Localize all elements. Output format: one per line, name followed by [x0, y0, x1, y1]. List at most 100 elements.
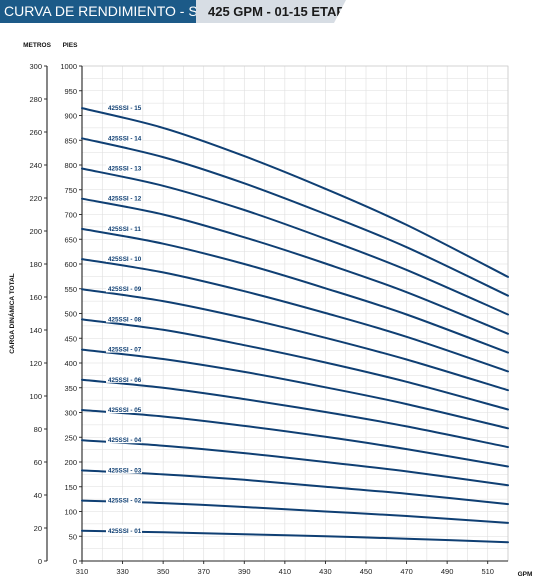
metros-unit-label: METROS — [23, 42, 51, 49]
pies-tick-label: 550 — [64, 285, 77, 294]
curve-label-bg — [106, 162, 142, 172]
curve-label: 425SSI - 05 — [108, 407, 142, 414]
metros-tick-label: 140 — [29, 326, 42, 335]
x-tick-label: 370 — [197, 567, 210, 576]
x-tick-label: 410 — [279, 567, 292, 576]
curve-label: 425SSI - 01 — [108, 528, 142, 535]
pies-tick-label: 0 — [73, 557, 77, 566]
curve-label: 425SSI - 02 — [108, 498, 142, 505]
curve-label: 425SSI - 10 — [108, 256, 142, 263]
curve-label-bg — [106, 283, 142, 293]
performance-curve — [81, 469, 509, 506]
metros-tick-label: 260 — [29, 128, 42, 137]
pies-tick-label: 150 — [64, 483, 77, 492]
curve-label-bg — [106, 192, 142, 202]
grid-layer — [81, 65, 509, 562]
metros-tick-label: 240 — [29, 161, 42, 170]
curve-label-bg — [106, 464, 142, 474]
pies-tick-label: 300 — [64, 409, 77, 418]
pies-tick-label: 850 — [64, 136, 77, 145]
subtitle-block: 425 GPM - 01-15 ETAPAS — [196, 0, 346, 23]
curve-label-bg — [106, 494, 142, 504]
pies-unit-label: PIES — [63, 42, 78, 49]
curve-label-bg — [106, 524, 142, 534]
curve-label: 425SSI - 03 — [108, 467, 142, 474]
metros-tick-label: 200 — [29, 227, 42, 236]
curve-label: 425SSI - 15 — [108, 105, 142, 112]
axis-layer: 0 20 40 60 80 100 120 140 160 180 200 220 240 260 280 3… — [7, 42, 532, 578]
performance-curve — [81, 378, 509, 449]
performance-curve — [81, 107, 509, 278]
pies-tick-label: 650 — [64, 235, 77, 244]
x-tick-label: 350 — [157, 567, 170, 576]
x-tick-label: 470 — [400, 567, 413, 576]
metros-tick-label: 220 — [29, 194, 42, 203]
curve-label-bg — [106, 343, 142, 353]
x-axis-label: GPM — [518, 571, 533, 578]
performance-curve — [81, 137, 509, 297]
label-layer: 425SSI - 01 425SSI - 02 425SSI - 03 425SSI … — [106, 102, 142, 535]
metros-tick-label: 120 — [29, 359, 42, 368]
performance-curve — [81, 499, 509, 524]
x-tick-label: 450 — [360, 567, 373, 576]
chart-title: CURVA DE RENDIMIENTO - SSI 8" — [4, 3, 228, 19]
pies-tick-label: 600 — [64, 260, 77, 269]
pies-tick-label: 350 — [64, 384, 77, 393]
curve-label: 425SSI - 04 — [108, 437, 142, 444]
metros-tick-label: 300 — [29, 62, 42, 71]
performance-curve — [81, 348, 509, 430]
pies-tick-label: 500 — [64, 310, 77, 319]
curve-label: 425SSI - 11 — [108, 226, 141, 233]
x-tick-label: 490 — [441, 567, 454, 576]
y-axis-label: CARGA DINÁMICA TOTAL — [7, 273, 16, 354]
metros-tick-label: 20 — [34, 524, 42, 533]
x-tick-label: 310 — [76, 567, 89, 576]
performance-curve — [81, 197, 509, 335]
pies-tick-label: 750 — [64, 186, 77, 195]
curve-label-bg — [106, 434, 142, 444]
pies-tick-label: 250 — [64, 433, 77, 442]
performance-curve — [81, 529, 509, 544]
x-tick-label: 330 — [116, 567, 129, 576]
curve-label: 425SSI - 14 — [108, 135, 142, 142]
curve-label-bg — [106, 222, 142, 232]
performance-curve — [81, 167, 509, 316]
pies-tick-label: 1000 — [60, 62, 77, 71]
metros-tick-label: 80 — [34, 425, 42, 434]
curve-label: 425SSI - 13 — [108, 165, 142, 172]
curve-label-bg — [106, 102, 142, 112]
pies-tick-label: 900 — [64, 112, 77, 121]
performance-curve — [81, 288, 509, 392]
pies-tick-label: 200 — [64, 458, 77, 467]
x-tick-label: 430 — [319, 567, 332, 576]
metros-tick-label: 160 — [29, 293, 42, 302]
chart-subtitle: 425 GPM - 01-15 ETAPAS — [208, 4, 363, 19]
x-tick-label: 510 — [481, 567, 494, 576]
curve-label: 425SSI - 08 — [108, 316, 142, 323]
curve-label-bg — [106, 253, 142, 263]
curve-label-bg — [106, 132, 142, 142]
curve-label: 425SSI - 06 — [108, 377, 142, 384]
metros-tick-label: 100 — [29, 392, 42, 401]
curve-label-bg — [106, 404, 142, 414]
pies-tick-label: 950 — [64, 87, 77, 96]
curve-layer — [81, 107, 509, 544]
curve-label-bg — [106, 373, 142, 383]
metros-tick-label: 180 — [29, 260, 42, 269]
performance-curve — [81, 318, 509, 411]
metros-tick-label: 40 — [34, 491, 42, 500]
performance-curve — [81, 258, 509, 373]
curve-label: 425SSI - 07 — [108, 347, 142, 354]
pies-tick-label: 700 — [64, 211, 77, 220]
metros-tick-label: 280 — [29, 95, 42, 104]
curve-label: 425SSI - 09 — [108, 286, 142, 293]
pies-tick-label: 50 — [69, 532, 77, 541]
performance-curve — [81, 409, 509, 468]
pies-tick-label: 400 — [64, 359, 77, 368]
curve-label-bg — [106, 313, 142, 323]
title-block: CURVA DE RENDIMIENTO - SSI 8" — [0, 0, 228, 23]
performance-curve — [81, 227, 509, 354]
pies-tick-label: 450 — [64, 334, 77, 343]
pies-tick-label: 100 — [64, 508, 77, 517]
